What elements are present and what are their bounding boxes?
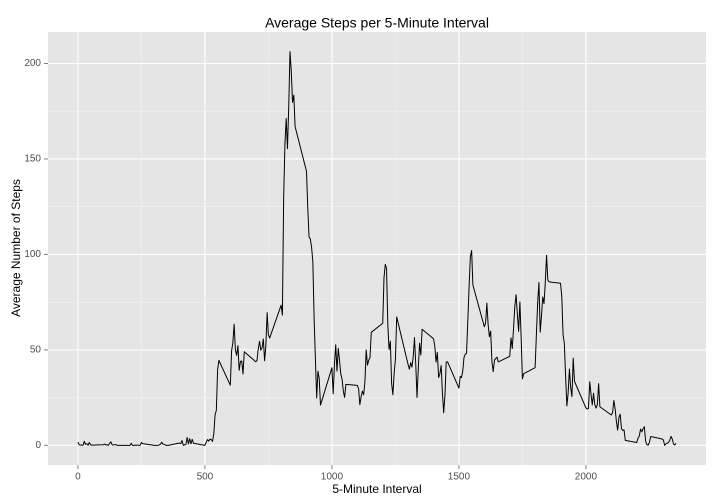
y-tick-label: 150 — [24, 154, 41, 165]
panel — [48, 32, 706, 465]
x-tick-label: 1000 — [321, 472, 344, 483]
chart-title: Average Steps per 5-Minute Interval — [265, 15, 489, 31]
y-tick-label: 50 — [30, 345, 42, 356]
plot — [77, 51, 677, 446]
x-tick-label: 2000 — [575, 472, 598, 483]
y-axis-label: Average Number of Steps — [9, 179, 23, 317]
y-tick-label: 200 — [24, 58, 41, 69]
y-tick-label: 0 — [35, 440, 41, 451]
grid — [48, 32, 706, 465]
data-line — [77, 51, 677, 446]
y-tick-label: 100 — [24, 249, 41, 260]
x-tick-label: 0 — [75, 472, 81, 483]
x-tick-label: 1500 — [448, 472, 471, 483]
x-axis-label: 5-Minute Interval — [332, 482, 421, 496]
x-tick-label: 500 — [197, 472, 214, 483]
